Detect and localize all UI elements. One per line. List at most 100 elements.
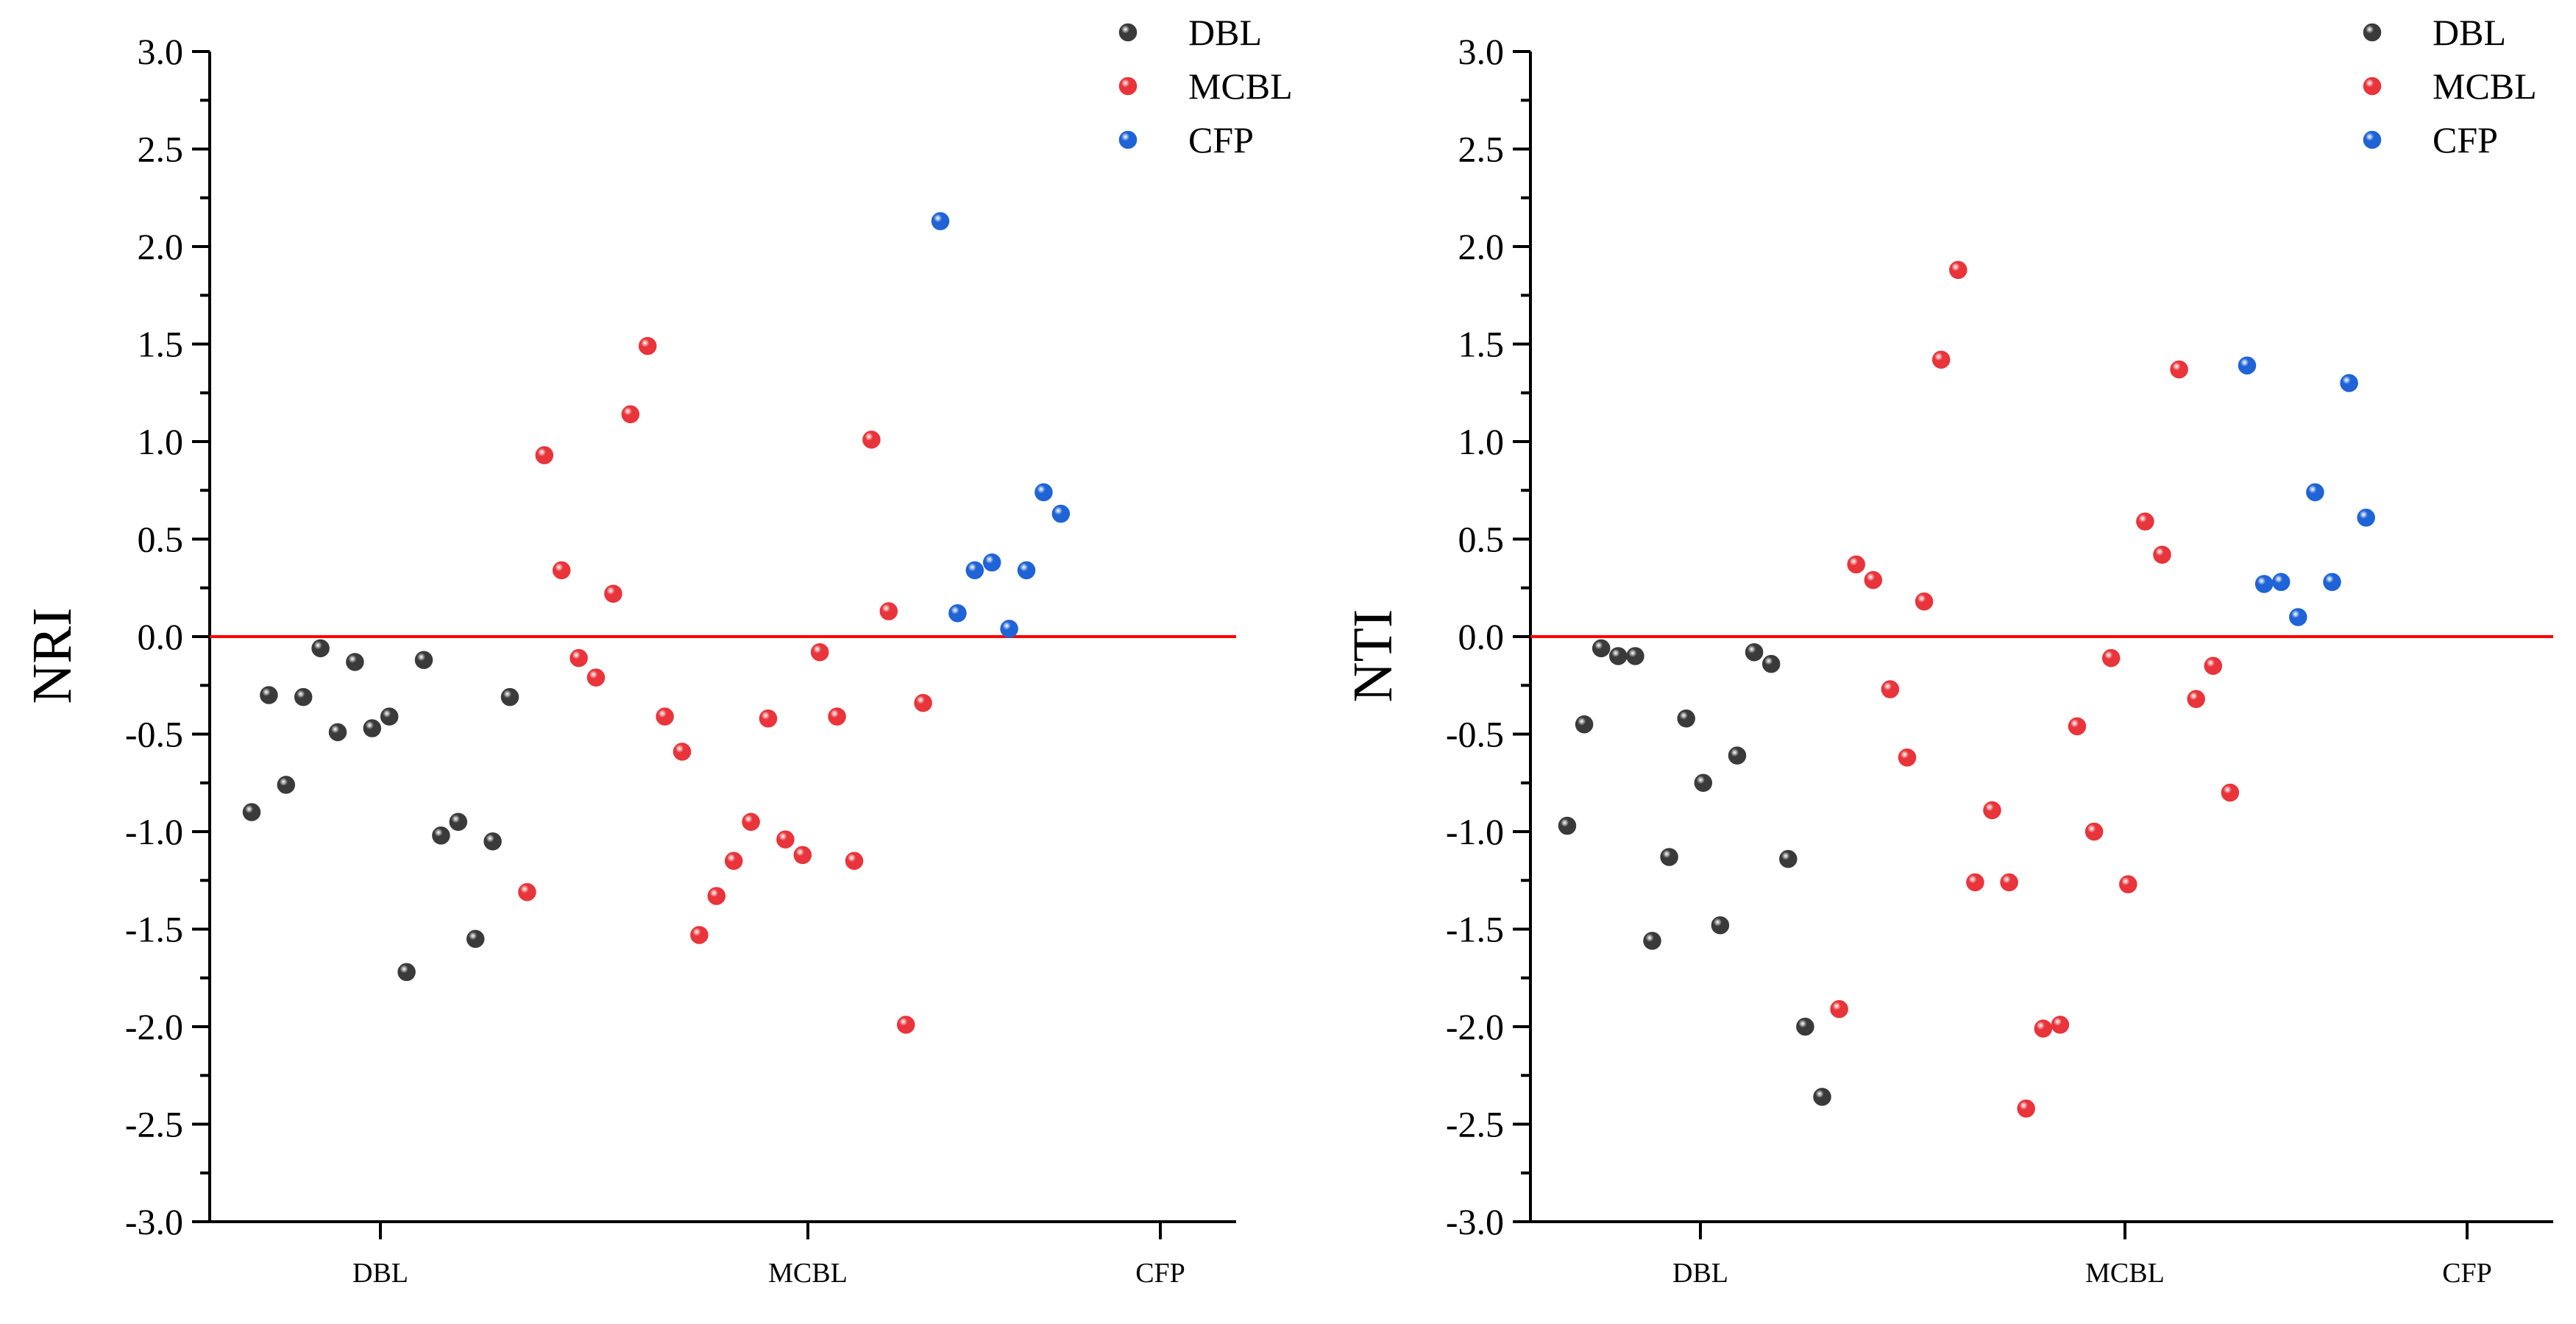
data-point-mcbl xyxy=(673,743,692,761)
data-point-mcbl xyxy=(914,693,932,712)
data-point-mcbl xyxy=(1847,555,1865,574)
y-tick-label: -1.0 xyxy=(1446,811,1504,852)
legend-label-mcbl: MCBL xyxy=(2433,66,2537,107)
data-point-mcbl xyxy=(2084,822,2104,841)
data-point-mcbl xyxy=(1931,350,1951,369)
data-point-cfp xyxy=(2340,374,2358,392)
y-axis-title: NRI xyxy=(21,608,83,704)
y-tick-label: 1.5 xyxy=(1458,324,1505,365)
data-point-mcbl xyxy=(896,1016,915,1034)
x-category-label-mcbl: MCBL xyxy=(2085,1258,2165,1289)
y-tick-label: 0.5 xyxy=(138,519,184,560)
data-point-dbl xyxy=(1558,816,1577,835)
x-category-label-mcbl: MCBL xyxy=(768,1258,848,1289)
y-tick-label: 2.0 xyxy=(138,226,184,267)
series-cfp xyxy=(931,212,1071,638)
data-point-mcbl xyxy=(2068,717,2087,736)
data-point-mcbl xyxy=(2204,656,2223,675)
data-point-dbl xyxy=(1643,932,1661,950)
series-dbl xyxy=(242,639,519,982)
data-point-mcbl xyxy=(810,642,829,662)
data-point-mcbl xyxy=(518,882,536,902)
data-point-cfp xyxy=(2238,356,2257,375)
y-tick-label: -1.0 xyxy=(125,811,183,852)
legend-marker-cfp xyxy=(2363,130,2382,149)
y-tick-label: -0.5 xyxy=(125,714,183,755)
legend-label-dbl: DBL xyxy=(2433,12,2506,53)
data-point-dbl xyxy=(1575,715,1594,734)
x-category-label-dbl: DBL xyxy=(352,1258,408,1289)
data-point-dbl xyxy=(414,651,433,670)
data-point-dbl xyxy=(1660,848,1678,866)
chart-panel-nti: 3.0 2.5 2.0 1.5 1.0 0.5 0.0 -0.5 -1.0 -1.5 -2.0 -2.… xyxy=(1342,12,2553,1289)
data-point-dbl xyxy=(397,963,416,982)
data-point-mcbl xyxy=(690,926,709,944)
legend-marker-dbl xyxy=(2363,23,2382,42)
y-tick-label: -3.0 xyxy=(1446,1201,1504,1242)
x-category-label-dbl: DBL xyxy=(1672,1258,1728,1289)
y-tick-label: 3.0 xyxy=(138,31,184,72)
data-point-mcbl xyxy=(2051,1016,2070,1034)
y-tick-label: 0.5 xyxy=(1458,519,1505,560)
data-point-mcbl xyxy=(2119,875,2137,893)
y-tick-label: 2.5 xyxy=(1458,129,1505,170)
data-point-mcbl xyxy=(638,336,657,355)
data-point-mcbl xyxy=(862,431,881,449)
data-point-cfp xyxy=(2271,573,2291,592)
y-tick-label: -2.5 xyxy=(125,1104,183,1145)
data-point-dbl xyxy=(1694,773,1713,792)
legend: DBL MCBL CFP xyxy=(1118,12,1293,160)
legend-label-mcbl: MCBL xyxy=(1188,66,1293,107)
data-point-mcbl xyxy=(2000,873,2018,892)
y-axis-title: NTI xyxy=(1342,609,1404,703)
data-point-mcbl xyxy=(2136,512,2154,531)
x-category-label-cfp: CFP xyxy=(1135,1258,1185,1289)
data-point-mcbl xyxy=(2170,360,2188,379)
data-point-dbl xyxy=(311,639,330,658)
data-point-mcbl xyxy=(793,846,812,865)
data-point-mcbl xyxy=(1915,592,1934,611)
data-point-mcbl xyxy=(828,707,846,726)
data-point-dbl xyxy=(1796,1017,1814,1036)
data-point-mcbl xyxy=(1949,261,1968,280)
data-point-cfp xyxy=(2254,575,2274,593)
data-point-dbl xyxy=(1609,647,1628,665)
data-point-mcbl xyxy=(586,668,606,687)
y-tick-label: 2.5 xyxy=(138,129,184,170)
series-mcbl xyxy=(1830,261,2240,1118)
data-point-mcbl xyxy=(2017,1100,2035,1118)
data-point-cfp xyxy=(2289,608,2307,626)
data-point-mcbl xyxy=(621,405,640,424)
data-point-mcbl xyxy=(2034,1019,2053,1038)
series-dbl xyxy=(1558,639,1831,1106)
y-tick-label: 1.0 xyxy=(1458,421,1505,462)
y-tick-label: 0.0 xyxy=(1458,616,1505,657)
data-point-mcbl xyxy=(1830,999,1848,1019)
y-tick-label: -2.5 xyxy=(1446,1104,1504,1145)
legend-marker-dbl xyxy=(1118,23,1138,42)
data-point-dbl xyxy=(1711,916,1730,935)
data-point-cfp xyxy=(948,603,967,623)
data-point-mcbl xyxy=(2101,648,2121,668)
series-mcbl xyxy=(518,336,932,1034)
data-point-mcbl xyxy=(845,852,864,870)
data-point-mcbl xyxy=(1881,680,1900,698)
data-point-dbl xyxy=(1677,709,1695,728)
data-point-cfp xyxy=(2306,483,2324,502)
data-point-cfp xyxy=(1035,483,1053,502)
data-point-mcbl xyxy=(2187,690,2205,709)
data-point-mcbl xyxy=(759,709,778,728)
data-point-cfp xyxy=(1051,504,1071,523)
legend-marker-mcbl xyxy=(2363,77,2382,96)
data-point-dbl xyxy=(1813,1088,1831,1106)
data-point-cfp xyxy=(2323,573,2341,592)
data-point-dbl xyxy=(1626,647,1644,665)
data-point-dbl xyxy=(1779,849,1798,868)
y-tick-label: 1.0 xyxy=(138,421,184,462)
data-point-dbl xyxy=(500,687,519,707)
data-point-dbl xyxy=(1592,639,1611,658)
data-point-dbl xyxy=(466,930,485,948)
data-point-cfp xyxy=(2357,509,2375,527)
legend-label-cfp: CFP xyxy=(1188,119,1254,160)
